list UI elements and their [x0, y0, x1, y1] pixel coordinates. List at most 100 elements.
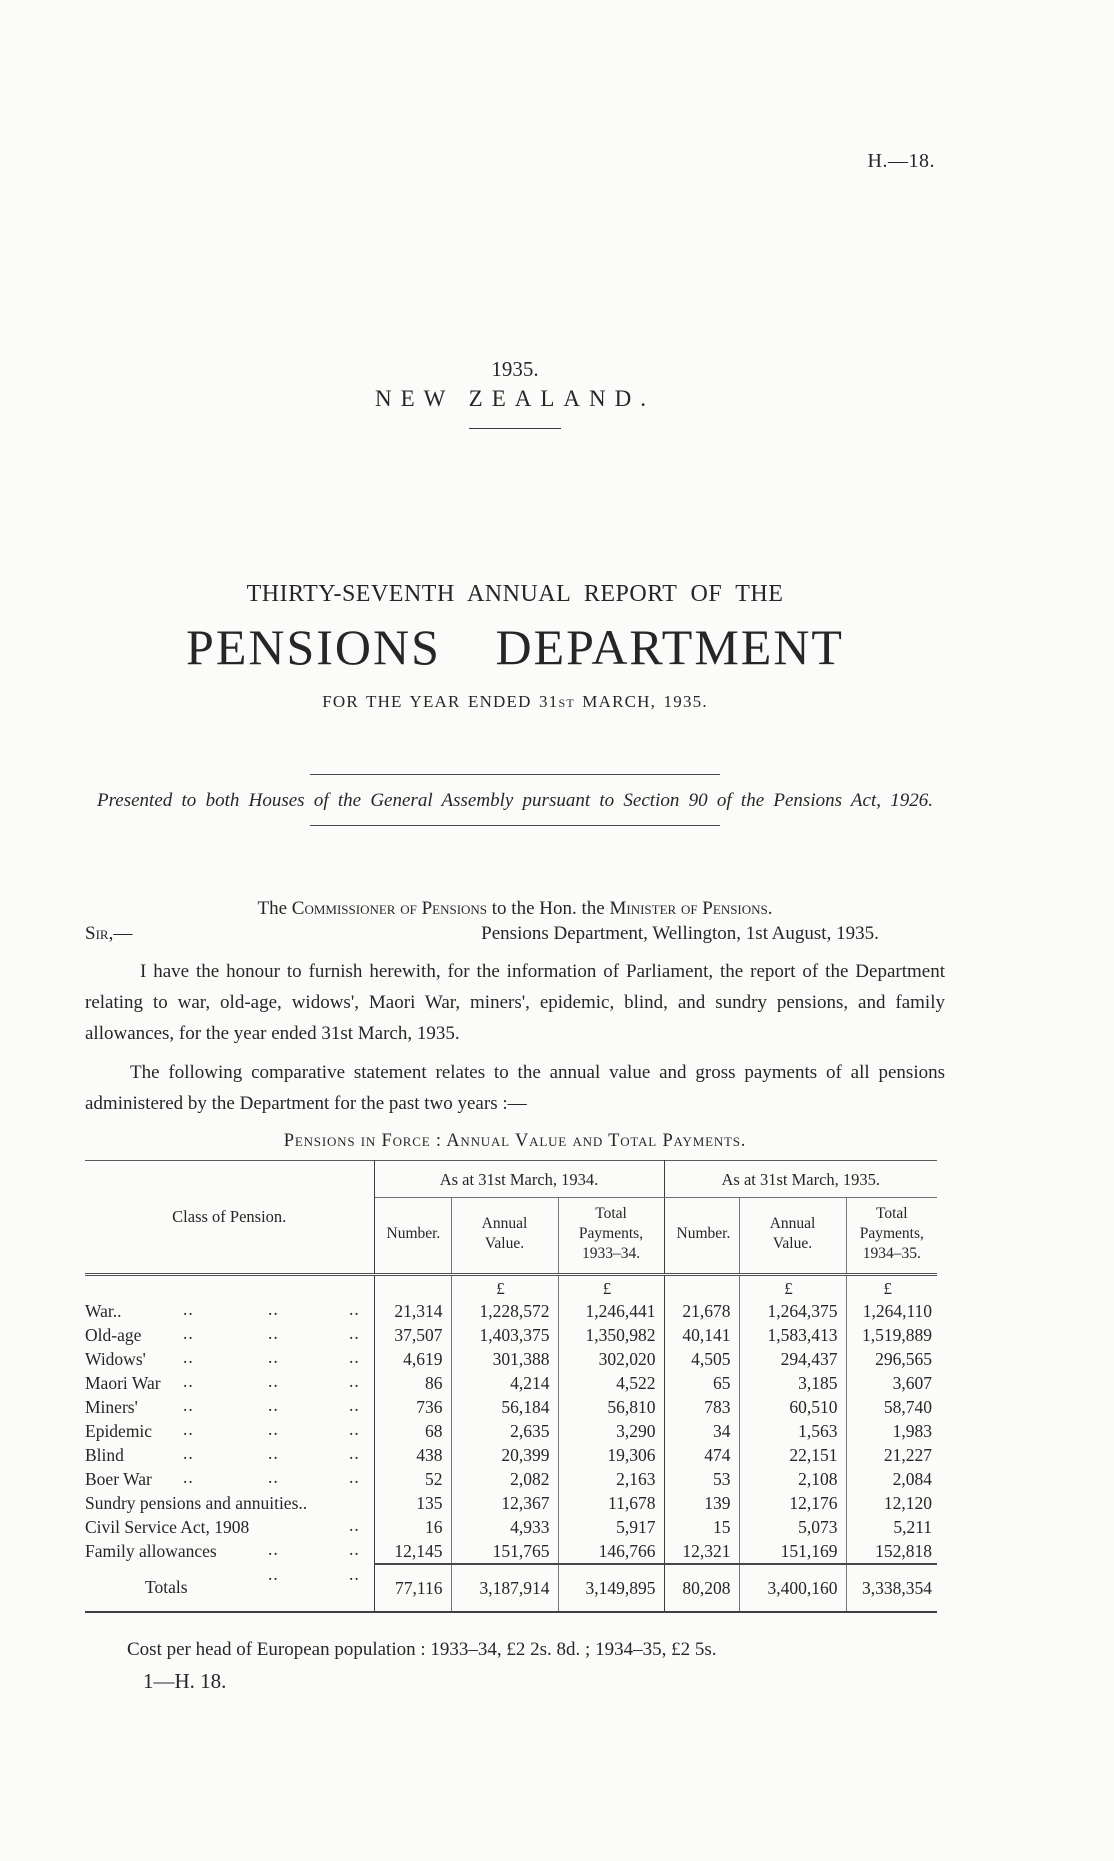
value-cell: 736 — [374, 1395, 452, 1420]
salutation-line: The Commissioner of Pensions to the Hon.… — [85, 898, 945, 920]
row-label-cell: Civil Service Act, 1908.. — [85, 1515, 375, 1540]
value-cell: 783 — [664, 1395, 740, 1420]
leader-dots: .. — [183, 1395, 194, 1416]
country-heading: NEW ZEALAND. — [374, 386, 656, 411]
row-label-cell: Miners'...... — [85, 1395, 375, 1420]
leader-dots: .. — [268, 1323, 279, 1344]
value-cell: 65 — [664, 1371, 740, 1396]
value-cell: 1,228,572 — [451, 1299, 559, 1324]
leader-dots: .. — [183, 1419, 194, 1440]
value-cell: 3,607 — [892, 1372, 933, 1393]
value-cell: 2,635 — [451, 1419, 559, 1444]
leader-dots: .. — [268, 1443, 279, 1464]
presented-line: Presented to both Houses of the General … — [97, 790, 933, 811]
value-cell: 12,367 — [451, 1491, 559, 1516]
leader-dots: .. — [349, 1347, 360, 1368]
leader-dots: .. — [349, 1515, 360, 1536]
column-header-annual-value: Annual Value. — [451, 1197, 559, 1277]
row-label-cell: Old-age...... — [85, 1323, 375, 1348]
leader-dots: .. — [349, 1371, 360, 1392]
value-cell: 135 — [374, 1491, 452, 1516]
value-cell: 2,082 — [451, 1467, 559, 1492]
row-label: Old-age — [85, 1324, 142, 1345]
row-label: Blind — [85, 1444, 124, 1465]
value-cell: 3,290 — [558, 1419, 665, 1444]
value-cell: 2,108 — [739, 1467, 847, 1492]
value-cell: 16 — [374, 1515, 452, 1540]
leader-dots: .. — [268, 1419, 279, 1440]
row-label-cell: Maori War...... — [85, 1371, 375, 1396]
value-cell: 56,810 — [558, 1395, 665, 1420]
row-label: Widows' — [85, 1348, 146, 1369]
row-label-cell: Epidemic...... — [85, 1419, 375, 1444]
currency-symbol: £ — [451, 1274, 559, 1300]
department-address: Pensions Department, Wellington, 1st Aug… — [481, 923, 879, 944]
value-cell: 60,510 — [739, 1395, 847, 1420]
column-header-number: Number. — [374, 1197, 452, 1277]
row-label: Civil Service Act, 1908 — [85, 1516, 250, 1537]
salutation-text: . — [767, 898, 773, 919]
report-period-text: MARCH, 1935. — [574, 692, 708, 711]
leader-dots: .. — [183, 1347, 194, 1368]
report-number-line: THIRTY-SEVENTH ANNUAL REPORT OF THE — [246, 581, 784, 607]
value-cell: 40,141 — [664, 1323, 740, 1348]
group-header-1934: As at 31st March, 1934. — [374, 1160, 665, 1198]
row-label: War.. — [85, 1300, 122, 1321]
value-cell: 21,227 — [883, 1444, 933, 1465]
value-cell: 139 — [664, 1491, 740, 1516]
body-paragraph: I have the honour to furnish herewith, f… — [85, 961, 945, 1044]
value-cell: 4,619 — [374, 1347, 452, 1372]
doc-reference: H.—18. — [867, 150, 935, 172]
row-label-cell: War........ — [85, 1299, 375, 1324]
row-label-cell: Widows'...... — [85, 1347, 375, 1372]
row-label-cell: Sundry pensions and annuities.. — [85, 1491, 375, 1516]
table-caption: Pensions in Force : Annual Value and Tot… — [283, 1131, 747, 1151]
value-cell: 1,246,441 — [558, 1299, 665, 1324]
row-label-cell: Family allowances.... — [85, 1539, 375, 1565]
leader-dots: .. — [183, 1323, 194, 1344]
row-label: Epidemic — [85, 1420, 153, 1441]
value-cell: 37,507 — [374, 1323, 452, 1348]
leader-dots: .. — [349, 1419, 360, 1440]
leader-dots: .. — [183, 1371, 194, 1392]
year-heading: 1935. — [491, 357, 539, 381]
value-cell: 19,306 — [558, 1443, 665, 1468]
table-row: War........ 21,314 1,228,572 1,246,441 21,67… — [85, 1299, 937, 1324]
imprint-number: 1—H. 18. — [143, 1669, 227, 1694]
salutation-text: to the Hon. the — [487, 898, 610, 919]
leader-dots: .. — [268, 1467, 279, 1488]
group-header-row: Class of Pension. As at 31st March, 1934… — [85, 1160, 938, 1277]
value-cell: 11,678 — [558, 1491, 665, 1516]
row-label: Totals — [145, 1577, 188, 1598]
sir-address-row: Sir,— Pensions Department, Wellington, 1… — [85, 923, 945, 954]
value-cell: 21,314 — [374, 1299, 452, 1324]
value-cell: 34 — [664, 1419, 740, 1444]
value-cell: 1,519,889 — [862, 1324, 933, 1345]
value-cell: 77,116 — [374, 1563, 452, 1613]
totals-row: Totals.... 77,116 3,187,914 3,149,895 80,208… — [85, 1563, 938, 1613]
value-cell: 438 — [374, 1443, 452, 1468]
value-cell: 2,163 — [558, 1467, 665, 1492]
value-cell: 474 — [664, 1443, 740, 1468]
value-cell: 5,211 — [893, 1516, 933, 1537]
table-row: Civil Service Act, 1908.. 16 4,933 5,917 15 5… — [85, 1515, 937, 1540]
value-cell: 22,151 — [739, 1443, 847, 1468]
value-cell: 12,321 — [664, 1539, 740, 1565]
empty-cell — [664, 1274, 740, 1300]
table-row: Boer War...... 52 2,082 2,163 53 2,108 2,084 — [85, 1467, 937, 1492]
table-row: Widows'...... 4,619 301,388 302,020 4,505 294… — [85, 1347, 937, 1372]
leader-dots: .. — [349, 1539, 360, 1560]
value-cell: 3,149,895 — [558, 1563, 665, 1613]
page-title: PENSIONS DEPARTMENT — [186, 619, 844, 675]
leader-dots: .. — [349, 1395, 360, 1416]
value-cell: 3,400,160 — [739, 1563, 847, 1613]
value-cell: 58,740 — [883, 1396, 933, 1417]
leader-dots: .. — [349, 1323, 360, 1344]
value-cell: 5,917 — [558, 1515, 665, 1540]
column-header-number: Number. — [664, 1197, 740, 1277]
leader-dots: .. — [349, 1299, 360, 1320]
value-cell: 68 — [374, 1419, 452, 1444]
value-cell: 4,933 — [451, 1515, 559, 1540]
value-cell: 151,765 — [451, 1539, 559, 1565]
